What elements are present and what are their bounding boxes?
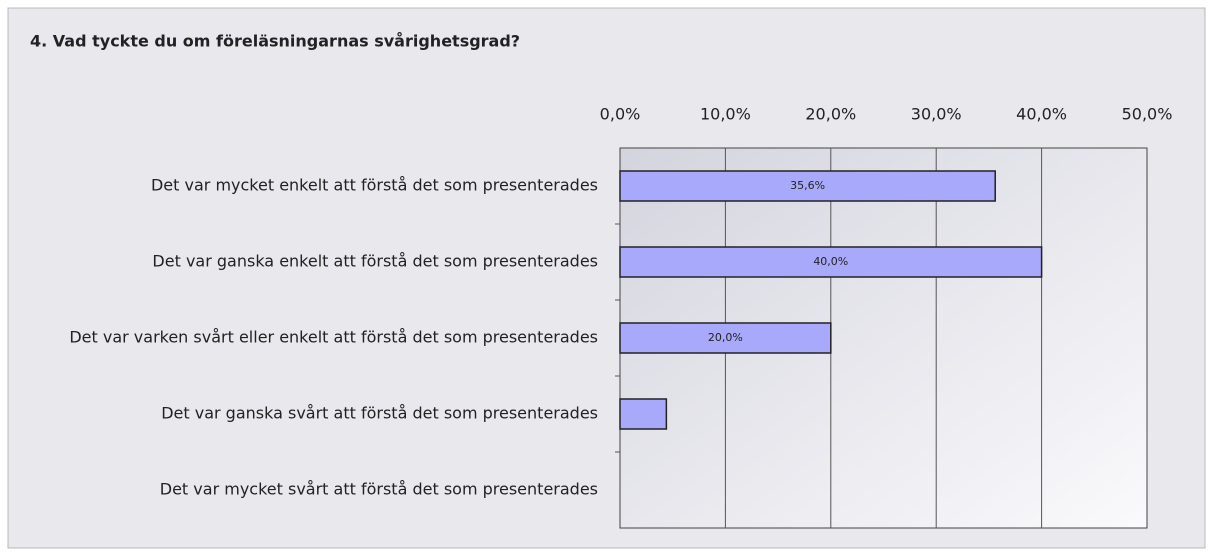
category-label: Det var ganska enkelt att förstå det som… [152,252,598,271]
bar [619,398,668,430]
x-tick-label: 50,0% [1122,105,1173,124]
bar [619,246,1043,278]
x-tick-label: 30,0% [911,105,962,124]
chart-title: 4. Vad tyckte du om föreläsningarnas svå… [30,32,520,51]
x-tick-label: 40,0% [1016,105,1067,124]
bar [619,322,832,354]
value-label: 20,0% [708,331,743,344]
value-label: 35,6% [790,179,825,192]
category-label: Det var ganska svårt att förstå det som … [161,404,598,423]
category-label: Det var mycket svårt att förstå det som … [160,480,598,499]
category-label: Det var mycket enkelt att förstå det som… [151,176,598,195]
x-tick-label: 0,0% [600,105,641,124]
category-label: Det var varken svårt eller enkelt att fö… [69,328,598,347]
x-tick-label: 10,0% [700,105,751,124]
value-label: 40,0% [813,255,848,268]
bar [619,170,996,202]
x-tick-label: 20,0% [805,105,856,124]
